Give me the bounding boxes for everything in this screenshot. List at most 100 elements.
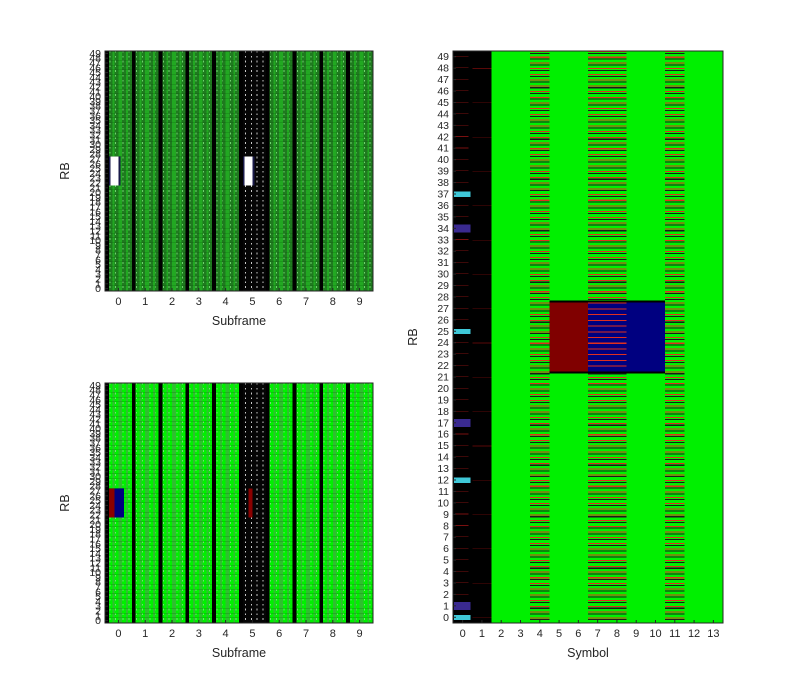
ref-dot (128, 551, 130, 553)
ref-dot (270, 421, 272, 424)
ref-dot (229, 503, 231, 505)
ref-dot (369, 113, 371, 116)
ref-dot (316, 89, 318, 92)
ref-dot (256, 276, 258, 279)
ref-dot (195, 257, 197, 260)
ref-dot (195, 65, 197, 68)
ref-dot (256, 147, 258, 149)
ref-dot (203, 142, 205, 144)
ref-dot (203, 209, 205, 212)
ref-dot (168, 243, 170, 245)
ref-dot (235, 531, 237, 534)
ref-dot (342, 570, 344, 572)
ref-dot (363, 137, 365, 140)
ref-dot (141, 175, 143, 178)
ref-dot (296, 271, 298, 274)
ref-dot (256, 383, 258, 385)
ref-dot (115, 195, 117, 197)
ref-dot (203, 579, 205, 582)
ref-dot (262, 127, 264, 130)
ref-dot (109, 103, 111, 106)
ref-dot (168, 594, 170, 596)
ref-dot (302, 185, 304, 188)
ref-dot (195, 60, 197, 63)
ref-dot (262, 142, 264, 144)
ref-dot (216, 450, 218, 452)
ref-dot (337, 60, 339, 63)
ref-dot (250, 89, 252, 92)
ref-dot (250, 199, 252, 202)
ref-dot (296, 75, 298, 77)
ref-dot (235, 594, 237, 596)
ref-dot (208, 392, 210, 395)
ref-dot (168, 455, 170, 457)
ref-dot (203, 464, 205, 467)
ref-dot (115, 397, 117, 400)
y-tick-label: 31 (89, 134, 101, 146)
ref-dot (270, 175, 272, 178)
ref-dot (176, 608, 178, 611)
ref-dot (216, 416, 218, 419)
ref-dot (310, 171, 312, 173)
ref-dot (275, 464, 277, 467)
ref-dot (122, 147, 124, 149)
ref-dot (250, 142, 252, 144)
ref-dot (342, 276, 344, 279)
ref-dot (275, 459, 277, 462)
ref-dot (296, 180, 298, 183)
ref-dot (222, 199, 224, 202)
ref-dot (149, 464, 151, 467)
ref-symbol (359, 383, 362, 623)
ref-dot (350, 551, 352, 553)
ref-dot (302, 103, 304, 106)
ref-dot (162, 512, 164, 515)
ref-dot (155, 267, 157, 269)
ref-dot (235, 599, 237, 601)
ref-dot (235, 479, 237, 481)
ref-symbol (198, 383, 201, 623)
ref-dot (222, 276, 224, 279)
ref-dot (337, 55, 339, 58)
y-tick-label: 5 (95, 259, 101, 271)
ref-dot (208, 594, 210, 596)
ref-dot (176, 512, 178, 515)
ref-dot (262, 527, 264, 529)
ref-dot (262, 450, 264, 452)
ref-dot (168, 171, 170, 173)
ref-dot (289, 575, 291, 577)
ref-dot (296, 450, 298, 452)
ref-dot (275, 498, 277, 500)
ref-dot (136, 252, 138, 255)
ref-dot (115, 421, 117, 424)
ref-dot (128, 166, 130, 168)
ref-dot (182, 397, 184, 400)
ref-dot (136, 51, 138, 53)
ref-dot (216, 185, 218, 188)
ref-dot (342, 507, 344, 510)
ref-dot (149, 416, 151, 419)
ref-dot (182, 228, 184, 231)
ref-dot (329, 608, 331, 611)
ref-dot (122, 608, 124, 611)
ref-dot (275, 94, 277, 96)
ref-dot (235, 79, 237, 82)
ref-dot (208, 223, 210, 226)
ref-dot (155, 469, 157, 472)
ref-dot (256, 175, 258, 178)
ref-dot (316, 431, 318, 433)
ref-dot (275, 517, 277, 520)
ref-dot (208, 238, 210, 240)
ref-symbol (152, 51, 155, 291)
ref-dot (337, 238, 339, 240)
ref-dot (109, 228, 111, 231)
ref-dot (275, 199, 277, 202)
ref-dot (182, 209, 184, 212)
ref-dot (141, 579, 143, 582)
ref-dot (275, 89, 277, 92)
ref-dot (222, 55, 224, 58)
ref-dot (168, 209, 170, 212)
ref-dot (229, 171, 231, 173)
x-tick-label: 1 (142, 296, 148, 308)
ref-dot (350, 546, 352, 548)
ref-dot (262, 70, 264, 72)
